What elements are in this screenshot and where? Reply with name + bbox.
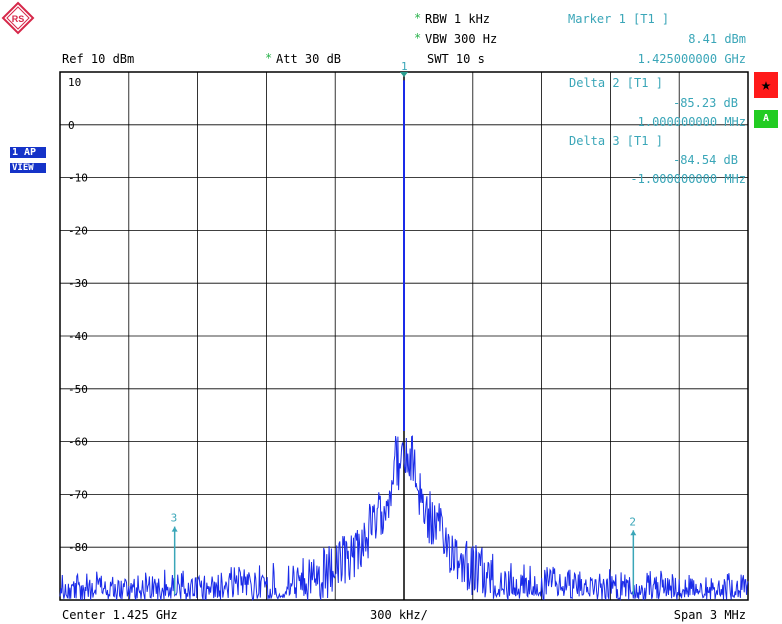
rbw-label: RBW 1 kHz: [425, 12, 491, 26]
star-badge-icon: ★: [754, 72, 778, 98]
vbw-star: *: [414, 31, 422, 45]
y-tick-label: -60: [68, 436, 88, 449]
per-division: 300 kHz/: [370, 608, 428, 622]
att-star: *: [265, 51, 273, 65]
y-tick-label: -40: [68, 330, 88, 343]
delta2-title: Delta 2 [T1 ]: [569, 76, 663, 90]
marker1-level: 8.41 dBm: [688, 32, 746, 46]
ref-level: Ref 10 dBm: [62, 52, 135, 66]
trace-a-badge: A: [754, 110, 778, 128]
marker-2-arrow: [630, 530, 637, 536]
marker-2-label: 2: [629, 515, 636, 528]
marker-1-label: 1: [401, 60, 408, 73]
trace-mode-label-2: VIEW: [10, 163, 46, 173]
marker1-title: Marker 1 [T1 ]: [568, 12, 670, 26]
vbw-label: VBW 300 Hz: [425, 32, 498, 46]
marker-3-arrow: [171, 526, 178, 532]
center-frequency: Center 1.425 GHz: [62, 608, 178, 622]
att-label: Att 30 dB: [276, 52, 342, 66]
delta2-freq: 1.000000000 MHz: [637, 115, 746, 129]
rbw-star: *: [414, 11, 422, 25]
y-tick-label: -80: [68, 541, 88, 554]
y-tick-label: 0: [68, 119, 75, 132]
trace: [59, 80, 749, 601]
swt-label: SWT 10 s: [427, 52, 485, 66]
marker-3-label: 3: [171, 512, 178, 525]
marker1-freq: 1.425000000 GHz: [637, 52, 746, 66]
rohde-schwarz-logo: RS: [1, 1, 35, 35]
spectrum-trace: [59, 435, 749, 601]
y-tick-labels: 10 0 -10 -20 -30 -40 -50 -60 -70 -80: [68, 76, 88, 554]
marker-1-triangle: [400, 72, 408, 77]
logo-letters: RS: [12, 14, 25, 24]
y-tick-label: -70: [68, 488, 88, 501]
trace-mode-label-1: 1 AP: [10, 147, 46, 158]
y-tick-label: -10: [68, 172, 88, 185]
y-tick-label: -50: [68, 383, 88, 396]
delta3-title: Delta 3 [T1 ]: [569, 134, 663, 148]
delta3-freq: -1.000000000 MHz: [630, 172, 746, 186]
y-tick-label: 10: [68, 76, 81, 89]
marker-layer: 1 2 3: [171, 60, 637, 595]
y-tick-label: -20: [68, 224, 88, 237]
span-label: Span 3 MHz: [673, 608, 746, 622]
delta2-level: -85.23 dB: [672, 96, 738, 110]
y-tick-label: -30: [68, 277, 88, 290]
delta3-level: -84.54 dB: [672, 153, 738, 167]
